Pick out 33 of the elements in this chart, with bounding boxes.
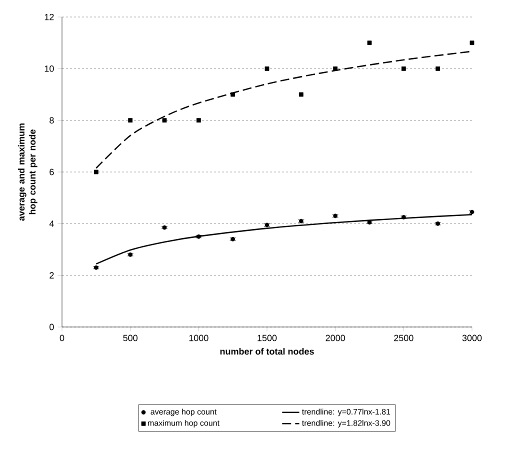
y-tick-label: 0 <box>50 324 54 330</box>
point <box>298 92 304 97</box>
x-tick-label: 2500 <box>394 334 414 342</box>
point <box>264 66 270 71</box>
x-tick-label: 2000 <box>326 334 345 342</box>
point <box>470 210 474 214</box>
y-tick-label: 6 <box>50 168 54 176</box>
point <box>162 118 167 123</box>
point <box>367 40 372 46</box>
legend-label: maximum hop count <box>148 420 220 428</box>
y-tick-label: 4 <box>49 220 54 227</box>
x-tick-label: 1500 <box>258 334 277 342</box>
point <box>128 118 133 123</box>
point <box>196 118 201 123</box>
point <box>401 66 406 71</box>
point <box>436 66 440 71</box>
x-tick-label: 500 <box>123 334 138 342</box>
x-tick-label: 0 <box>60 334 64 342</box>
point <box>470 40 474 46</box>
point <box>94 170 98 174</box>
x-tick-label: 3000 <box>462 334 482 342</box>
legend-label: average hop count <box>150 408 217 416</box>
x-axis-title: number of total nodes <box>220 348 314 355</box>
point <box>333 66 338 71</box>
point <box>230 92 236 97</box>
y-tick-label: 8 <box>50 117 54 124</box>
legend-label: trendline: y=1.82lnx-3.90 <box>302 420 390 428</box>
y-tick-label: 12 <box>44 14 54 20</box>
legend-label: trendline: y=0.77lnx-1.81 <box>302 408 390 416</box>
y-tick-label: 10 <box>44 65 54 72</box>
y-axis-title: average and maximum hop count per node <box>18 124 38 221</box>
y-tick-label: 2 <box>50 272 54 278</box>
x-tick-label: 1000 <box>189 334 208 342</box>
